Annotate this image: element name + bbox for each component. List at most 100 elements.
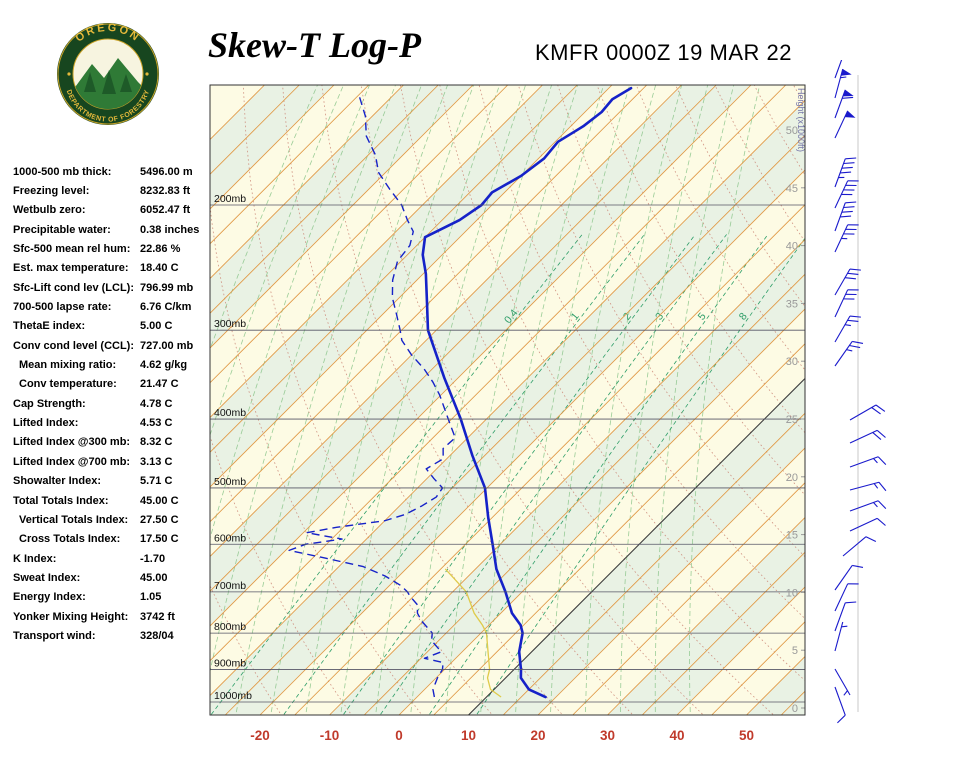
plot-area: 0.4 1 2 3 5 8 [210, 85, 805, 715]
stat-label: Transport wind: [13, 629, 96, 642]
stat-label: Lifted Index: [13, 417, 79, 430]
stat-row: Total Totals Index: 45.00 C [13, 491, 213, 510]
stat-row: Lifted Index @300 mb: 8.32 C [13, 433, 213, 452]
pressure-label: 900mb [214, 657, 246, 669]
stat-value: 328/04 [140, 629, 174, 642]
pressure-label: 200mb [214, 193, 246, 205]
stat-row: Cap Strength: 4.78 C [13, 394, 213, 413]
wind-barb [849, 456, 887, 468]
stat-label: 1000-500 mb thick: [13, 165, 112, 178]
isotherms [210, 85, 805, 715]
stat-label: ThetaE index: [13, 320, 86, 333]
wind-barb [849, 404, 886, 421]
height-tick-label: 25 [786, 414, 798, 426]
stat-label: Wetbulb zero: [13, 204, 86, 217]
wind-barb [834, 68, 852, 99]
stat-label: Sfc-500 mean rel hum: [13, 243, 131, 256]
stat-value: 5.00 C [140, 320, 173, 333]
height-tick-label: 40 [786, 241, 798, 253]
wind-barb [849, 500, 887, 512]
height-tick-label: 30 [786, 356, 798, 368]
stat-row: Cross Totals Index: 17.50 C [13, 530, 213, 549]
wind-barb [849, 517, 886, 532]
height-tick-label: 45 [786, 183, 798, 195]
pressure-label: 400mb [214, 407, 246, 419]
wind-barb [834, 601, 857, 632]
wind-barb [834, 201, 857, 232]
stat-label: Conv cond level (CCL): [13, 339, 135, 352]
stat-row: 700-500 lapse rate: 6.76 C/km [13, 297, 213, 316]
wind-barb [849, 429, 886, 444]
height-axis-title: Height (x1000ft) [796, 88, 806, 152]
stat-row: Conv temperature: 21.47 C [13, 375, 213, 394]
stat-row: Energy Index: 1.05 [13, 588, 213, 607]
height-tick-label: 10 [786, 587, 798, 599]
stat-value: -1.70 [140, 552, 166, 565]
stat-value: 727.00 mb [140, 339, 194, 352]
wind-barb [834, 268, 861, 296]
temp-axis-label: 10 [461, 728, 476, 743]
stat-label: Vertical Totals Index: [19, 513, 129, 526]
stat-label: Yonker Mixing Height: [13, 610, 129, 623]
station-datetime-label: KMFR 0000Z 19 MAR 22 [535, 40, 792, 65]
wind-barb [834, 668, 851, 696]
stat-label: Sfc-Lift cond lev (LCL): [13, 281, 134, 294]
stat-row: Conv cond level (CCL): 727.00 mb [13, 336, 213, 355]
stat-row: Mean mixing ratio: 4.62 g/kg [13, 355, 213, 374]
wind-barb [834, 564, 864, 591]
wind-barb [834, 583, 859, 612]
stat-value: 1.05 [140, 591, 162, 604]
pressure-label: 600mb [214, 532, 246, 544]
temp-axis-label: 30 [600, 728, 615, 743]
stat-label: K Index: [13, 552, 57, 565]
stat-label: Showalter Index: [13, 475, 102, 488]
stat-label: Est. max temperature: [13, 262, 129, 275]
stat-label: Lifted Index @700 mb: [13, 455, 131, 468]
stat-value: 27.50 C [140, 513, 179, 526]
chart-border [209, 84, 806, 716]
wind-barb [834, 180, 859, 209]
stat-value: 6.76 C/km [140, 301, 192, 314]
stat-label: 700-500 lapse rate: [13, 301, 112, 314]
pressure-label: 800mb [214, 621, 246, 633]
stat-label: Mean mixing ratio: [19, 359, 117, 372]
stat-row: Sweat Index: 45.00 [13, 568, 213, 587]
stat-row: 1000-500 mb thick: 5496.00 m [13, 162, 213, 181]
temp-axis-label: 20 [530, 728, 545, 743]
stat-label: Cap Strength: [13, 397, 86, 410]
stat-value: 6052.47 ft [140, 204, 191, 217]
height-tick-label: 0 [792, 703, 798, 715]
wind-barb [849, 481, 887, 492]
pressure-label: 1000mb [214, 690, 252, 702]
dry-adiabats [210, 85, 805, 715]
temp-axis-label: -10 [320, 728, 340, 743]
temp-axis-label: 50 [739, 728, 754, 743]
logo-forest-scene [73, 58, 143, 109]
pressure-label: 700mb [214, 580, 246, 592]
wetbulb-curve [444, 568, 502, 698]
stat-row: Lifted Index @700 mb: 3.13 C [13, 452, 213, 471]
stat-value: 3.13 C [140, 455, 173, 468]
height-tick-label: 5 [792, 645, 798, 657]
stat-label: Sweat Index: [13, 571, 81, 584]
stat-value: 8.32 C [140, 436, 173, 449]
stat-row: Sfc-500 mean rel hum: 22.86 % [13, 239, 213, 258]
wind-barb [834, 340, 864, 367]
wind-barb [834, 89, 854, 119]
stat-row: Yonker Mixing Height: 3742 ft [13, 607, 213, 626]
stat-row: Freezing level: 8232.83 ft [13, 181, 213, 200]
stat-row: Vertical Totals Index: 27.50 C [13, 510, 213, 529]
stat-label: Conv temperature: [19, 378, 117, 391]
wind-barb [834, 315, 861, 343]
stat-value: 8232.83 ft [140, 185, 191, 198]
stat-row: Est. max temperature: 18.40 C [13, 259, 213, 278]
stat-value: 18.40 C [140, 262, 179, 275]
stat-value: 3742 ft [140, 610, 175, 623]
temp-axis-label: 40 [669, 728, 684, 743]
stat-value: 796.99 mb [140, 281, 194, 294]
stats-panel: 1000-500 mb thick: 5496.00 m Freezing leve… [13, 162, 213, 646]
stat-row: Wetbulb zero: 6052.47 ft [13, 201, 213, 220]
